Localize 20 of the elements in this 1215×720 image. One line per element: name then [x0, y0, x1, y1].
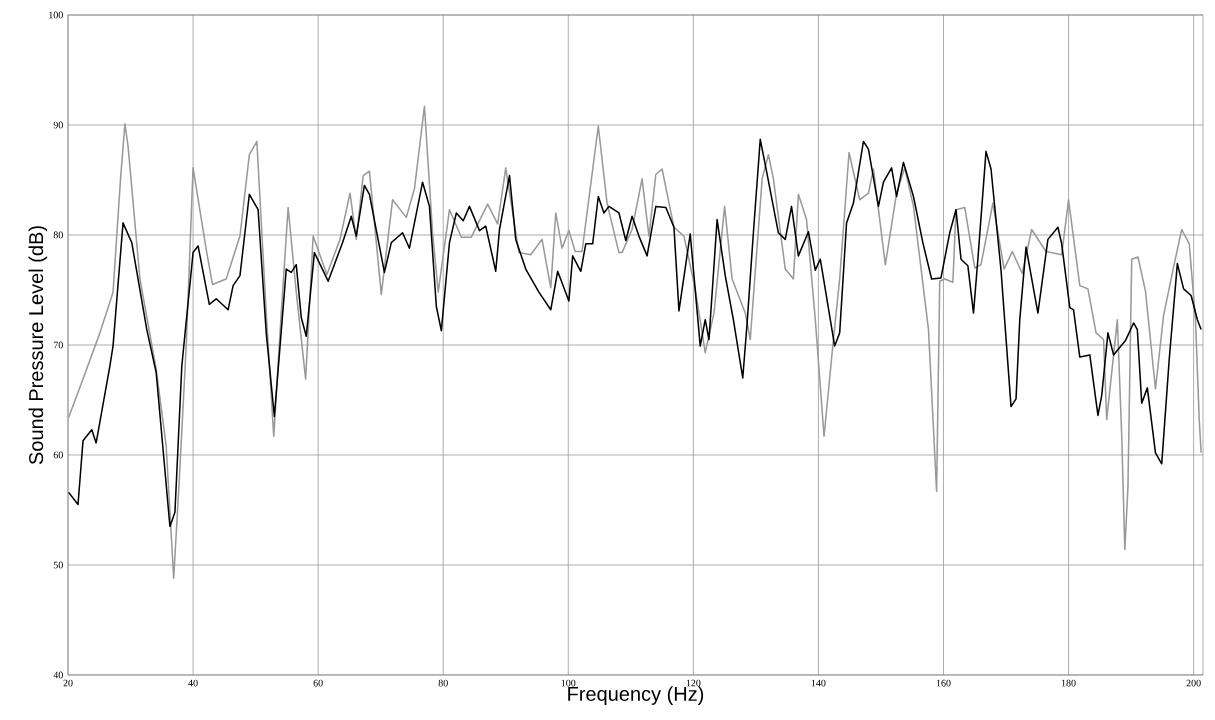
- y-tick-label: 40: [53, 671, 63, 679]
- x-tick-label: 120: [686, 679, 701, 687]
- y-tick-label: 50: [53, 561, 63, 569]
- y-tick-label: 100: [49, 11, 63, 19]
- y-tick-label: 90: [53, 121, 63, 129]
- x-tick-label: 100: [561, 679, 576, 687]
- x-axis-title: Frequency (Hz): [568, 686, 704, 705]
- y-tick-label: 70: [53, 341, 63, 349]
- x-tick-label: 40: [188, 679, 198, 687]
- y-axis-title: Sound Pressure Level (dB): [28, 226, 48, 465]
- x-tick-label: 160: [936, 679, 951, 687]
- x-tick-label: 140: [811, 679, 826, 687]
- x-tick-label: 180: [1061, 679, 1076, 687]
- y-tick-label: 80: [53, 231, 63, 239]
- x-tick-label: 80: [438, 679, 448, 687]
- x-tick-label: 20: [63, 679, 73, 687]
- y-tick-label: 60: [53, 451, 63, 459]
- x-tick-label: 200: [1186, 679, 1201, 687]
- x-tick-label: 60: [313, 679, 323, 687]
- line-series: [68, 138, 1202, 528]
